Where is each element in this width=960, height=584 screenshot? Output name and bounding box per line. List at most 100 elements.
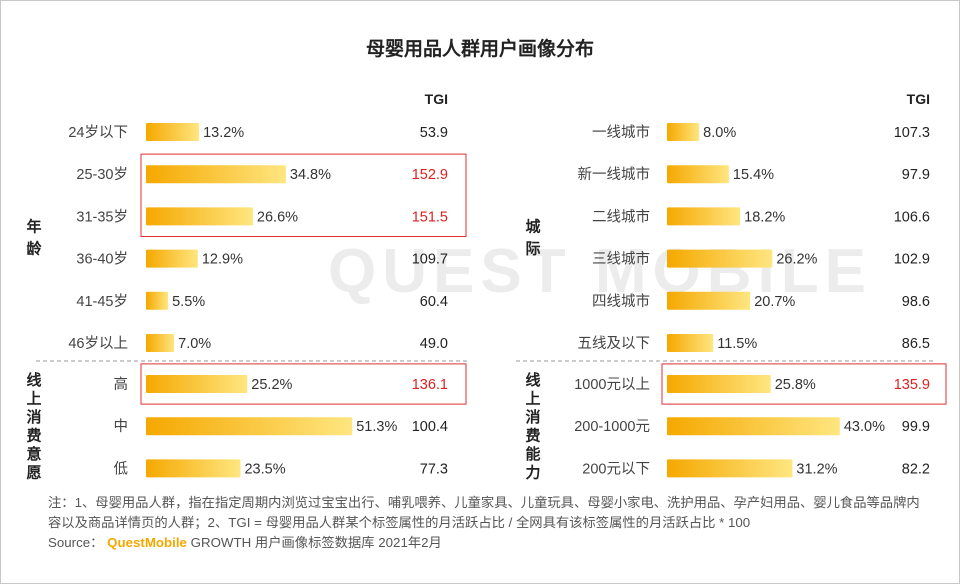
source-line: Source： QuestMobile GROWTH 用户画像标签数据库 202… <box>48 533 928 553</box>
group-label-char: 年 <box>26 218 41 236</box>
category-label: 中 <box>114 418 129 435</box>
footnotes: 注：1、母婴用品人群，指在指定周期内浏览过宝宝出行、哺乳喂养、儿童家具、儿童玩具… <box>48 493 928 553</box>
group-label-char: 线 <box>26 371 41 389</box>
category-label: 24岁以下 <box>68 124 128 141</box>
tgi-value: 60.4 <box>420 294 448 310</box>
tgi-value: 135.9 <box>894 377 930 393</box>
group-label-char: 消 <box>26 408 41 426</box>
tgi-value: 152.9 <box>412 167 448 183</box>
bar-value-label: 15.4% <box>733 167 774 183</box>
bar <box>146 334 175 352</box>
tgi-header: TGI <box>907 91 930 107</box>
group-label-char: 上 <box>525 390 540 407</box>
bar-value-label: 51.3% <box>356 419 397 435</box>
tgi-value: 77.3 <box>420 461 448 477</box>
tgi-value: 100.4 <box>412 419 448 435</box>
group-label-char: 愿 <box>26 464 41 481</box>
group-label-char: 力 <box>525 463 540 481</box>
group-label-char: 费 <box>525 426 540 444</box>
tgi-value: 98.6 <box>902 294 930 310</box>
category-label: 200元以下 <box>582 461 650 477</box>
bar-value-label: 25.8% <box>775 377 816 393</box>
tgi-value: 99.9 <box>902 419 930 435</box>
bar-value-label: 20.7% <box>754 294 795 310</box>
category-label: 新一线城市 <box>578 166 651 183</box>
group-label-char: 线 <box>525 371 540 389</box>
chart-title: 母婴用品人群用户画像分布 <box>366 37 594 60</box>
bar <box>667 375 771 393</box>
bar <box>146 417 353 436</box>
category-label: 一线城市 <box>592 124 650 141</box>
bar <box>146 249 198 268</box>
category-label: 五线及以下 <box>578 335 651 352</box>
bar-value-label: 26.6% <box>257 209 298 225</box>
tgi-value: 151.5 <box>412 209 448 225</box>
tgi-value: 82.2 <box>902 461 930 477</box>
tgi-value: 106.6 <box>894 209 930 225</box>
group-label-char: 费 <box>26 426 41 444</box>
bar-value-label: 13.2% <box>203 125 244 141</box>
bar-value-label: 25.2% <box>251 377 292 393</box>
category-label: 三线城市 <box>592 251 650 268</box>
bar-value-label: 11.5% <box>717 336 757 352</box>
bar-value-label: 34.8% <box>290 167 331 183</box>
tgi-value: 86.5 <box>902 336 930 352</box>
bar <box>667 123 700 141</box>
brand-logo: QuestMobile <box>107 535 187 550</box>
bar <box>667 249 773 268</box>
bar <box>667 334 714 352</box>
tgi-value: 102.9 <box>894 252 930 268</box>
highlight-box <box>140 363 467 405</box>
bar <box>146 165 286 184</box>
bar <box>667 291 751 310</box>
bar <box>146 375 248 393</box>
group-label-char: 上 <box>26 390 41 407</box>
bar <box>146 207 253 226</box>
source-text: GROWTH 用户画像标签数据库 2021年2月 <box>190 535 442 550</box>
category-label: 25-30岁 <box>76 166 128 183</box>
tgi-value: 107.3 <box>894 125 930 141</box>
highlight-box <box>661 363 947 405</box>
category-label: 41-45岁 <box>76 293 128 310</box>
category-label: 低 <box>114 460 129 477</box>
bar-value-label: 7.0% <box>178 336 211 352</box>
tgi-value: 53.9 <box>420 125 448 141</box>
bar <box>667 165 729 184</box>
note-text: 注：1、母婴用品人群，指在指定周期内浏览过宝宝出行、哺乳喂养、儿童家具、儿童玩具… <box>48 495 920 530</box>
bar <box>146 123 200 141</box>
bar-value-label: 26.2% <box>776 252 817 268</box>
tgi-value: 49.0 <box>420 336 448 352</box>
tgi-value: 136.1 <box>412 377 448 393</box>
tgi-value: 97.9 <box>902 167 930 183</box>
group-label-char: 能 <box>525 445 540 463</box>
bar-value-label: 43.0% <box>844 419 885 435</box>
bar-value-label: 8.0% <box>703 125 736 141</box>
category-label: 36-40岁 <box>76 251 128 268</box>
category-label: 31-35岁 <box>76 208 128 225</box>
bar <box>667 459 793 478</box>
bar <box>667 207 741 226</box>
tgi-value: 109.7 <box>412 252 448 268</box>
category-label: 高 <box>114 376 129 393</box>
tgi-header: TGI <box>425 91 448 107</box>
category-label: 200-1000元 <box>574 419 650 435</box>
highlight-box <box>140 153 467 238</box>
bar-value-label: 23.5% <box>244 461 285 477</box>
category-label: 1000元以上 <box>574 376 650 393</box>
bar-value-label: 18.2% <box>744 209 785 225</box>
group-label-char: 消 <box>525 408 540 426</box>
category-label: 46岁以上 <box>68 335 128 352</box>
bar-value-label: 5.5% <box>172 294 205 310</box>
bar-value-label: 12.9% <box>202 252 243 268</box>
source-label: Source： <box>48 535 104 550</box>
bar <box>667 417 840 436</box>
watermark: QUEST MOBILE <box>328 237 872 306</box>
bar <box>146 459 241 478</box>
category-label: 二线城市 <box>592 208 650 225</box>
bar <box>146 291 169 310</box>
group-label-char: 龄 <box>26 240 42 258</box>
category-label: 四线城市 <box>592 293 650 310</box>
group-label-char: 际 <box>525 241 540 258</box>
group-label-char: 城 <box>525 218 540 236</box>
